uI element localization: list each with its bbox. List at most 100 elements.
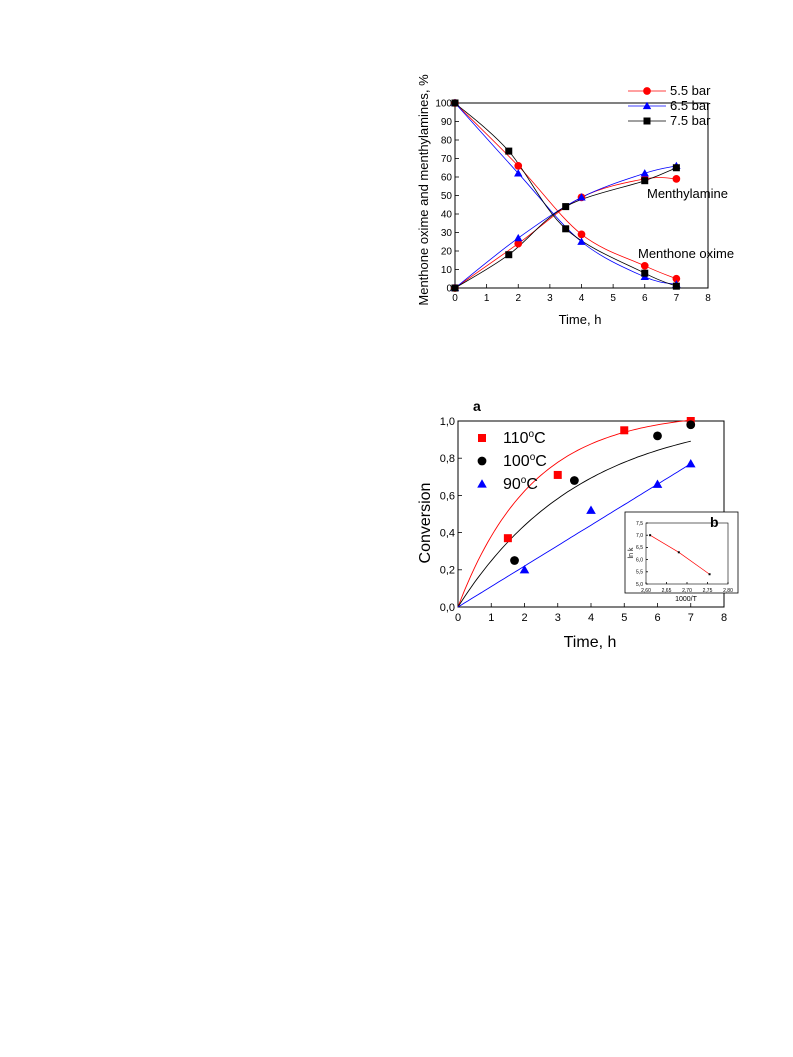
data-point-oxime [505, 147, 513, 155]
x-tick-label: 2 [521, 612, 527, 624]
x-tick-label: 6 [642, 293, 648, 304]
x-tick-label: 0 [452, 293, 458, 304]
data-point-oxime [577, 237, 586, 245]
data-point-amine [672, 175, 681, 183]
x-tick-label: 2,60 [641, 588, 651, 594]
y-tick-label: 80 [441, 136, 453, 147]
data-point [649, 534, 652, 537]
inset-x-axis-label: 1000/T [675, 596, 698, 603]
y-tick-label: 1,0 [440, 416, 455, 428]
y-tick-label: 50 [441, 191, 453, 202]
fit-curve-oxime [454, 102, 677, 280]
x-tick-label: 3 [555, 612, 561, 624]
x-tick-label: 6 [654, 612, 660, 624]
x-tick-label: 7 [688, 612, 694, 624]
data-point [586, 505, 596, 514]
data-point-oxime [577, 230, 586, 239]
x-tick-label: 3 [547, 293, 553, 304]
x-tick-label: 2,70 [682, 588, 692, 594]
y-tick-label: 10 [441, 265, 453, 276]
arrhenius-inset: 2,60 2,65 2,70 2,75 2,80 5,05,56,06,57,07,5 … [624, 511, 739, 603]
y-tick-label: 5,0 [636, 582, 643, 588]
legend-label: 90oC [503, 475, 538, 493]
x-tick-label: 2 [515, 293, 521, 304]
y-axis-label: Conversion [417, 483, 434, 564]
y-tick-label: 7,0 [636, 533, 643, 539]
data-point-amine [641, 177, 649, 185]
y-tick-label: 0,2 [440, 565, 455, 577]
x-tick-label: 1 [484, 293, 490, 304]
data-point-oxime [672, 282, 680, 290]
y-tick-label: 6,5 [636, 545, 643, 551]
data-point [553, 470, 562, 479]
legend-marker [642, 101, 652, 110]
y-tick-label: 90 [441, 117, 453, 128]
x-tick-label: 1 [488, 612, 494, 624]
y-tick-label: 70 [441, 154, 453, 165]
y-tick-label: 0,4 [440, 527, 455, 539]
inset-box [624, 511, 739, 594]
x-tick-label: 5 [610, 293, 616, 304]
data-point [510, 556, 519, 565]
data-point [686, 420, 696, 430]
conversion-chart: 0 1 2 3 4 5 6 7 8 0,0 0,2 0,4 0,6 0,8 1,0 a Time, h C… [417, 398, 727, 651]
data-point [503, 534, 512, 543]
x-tick-label: 5 [621, 612, 627, 624]
y-tick-label: 40 [441, 210, 453, 221]
x-tick-label: 2,65 [662, 588, 672, 594]
y-tick-label: 100 [435, 99, 452, 110]
legend-marker [643, 117, 651, 125]
fit-curve [457, 440, 691, 608]
y-tick-label: 60 [441, 173, 453, 184]
y-tick-label: 6,0 [636, 557, 643, 563]
panel-label-b: b [710, 514, 719, 530]
legend-marker [477, 479, 487, 488]
x-tick-label: 8 [721, 612, 727, 624]
data-point-oxime [562, 225, 570, 233]
legend-label: 7.5 bar [670, 113, 711, 128]
y-tick-label: 0 [446, 284, 452, 295]
data-point [569, 476, 579, 485]
data-point-amine [577, 193, 586, 201]
data-point [519, 565, 530, 574]
data-point-amine [672, 164, 680, 172]
legend-label: 5.5 bar [670, 83, 711, 98]
data-point [708, 573, 711, 576]
data-point-oxime [672, 274, 681, 283]
y-tick-label: 7,5 [636, 521, 643, 527]
data-point-amine [505, 251, 513, 259]
data-point [677, 551, 680, 554]
x-tick-label: 7 [674, 293, 680, 304]
y-tick-label: 5,5 [636, 570, 643, 576]
y-tick-label: 0,6 [440, 490, 455, 502]
y-axis-label: Menthone oxime and menthylamines, % [416, 74, 431, 306]
data-point-oxime [514, 162, 523, 170]
x-tick-label: 2,75 [703, 588, 713, 594]
legend: 110oC 100oC 90oC [477, 429, 547, 493]
legend-label: 100oC [503, 452, 547, 470]
data-point-amine [514, 233, 523, 242]
panel-label-a: a [473, 398, 481, 414]
legend-marker [478, 434, 486, 442]
inset-y-axis-label: ln k [628, 547, 635, 558]
x-tick-label: 8 [705, 293, 711, 304]
data-point-amine [562, 203, 570, 211]
x-tick-label: 4 [588, 612, 594, 624]
x-axis-label: Time, h [559, 312, 602, 327]
oxime-amine-chart: 0 1 2 3 4 5 6 7 8 0 10 20 30 40 50 60 70 80 90 100 Time, h… [416, 74, 734, 327]
annotation-menthone-oxime: Menthone oxime [638, 246, 734, 261]
data-point-amine [514, 239, 523, 248]
x-axis-label: Time, h [564, 634, 617, 651]
data-point-amine [451, 284, 459, 292]
data-point-oxime [451, 99, 459, 107]
y-tick-label: 20 [441, 247, 453, 258]
data-point-oxime [514, 169, 523, 177]
data-point [653, 431, 662, 441]
y-tick-label: 30 [441, 228, 453, 239]
data-point-oxime [640, 261, 649, 270]
x-tick-label: 4 [579, 293, 585, 304]
data-point-oxime [641, 269, 649, 277]
data-point-amine [640, 169, 649, 177]
